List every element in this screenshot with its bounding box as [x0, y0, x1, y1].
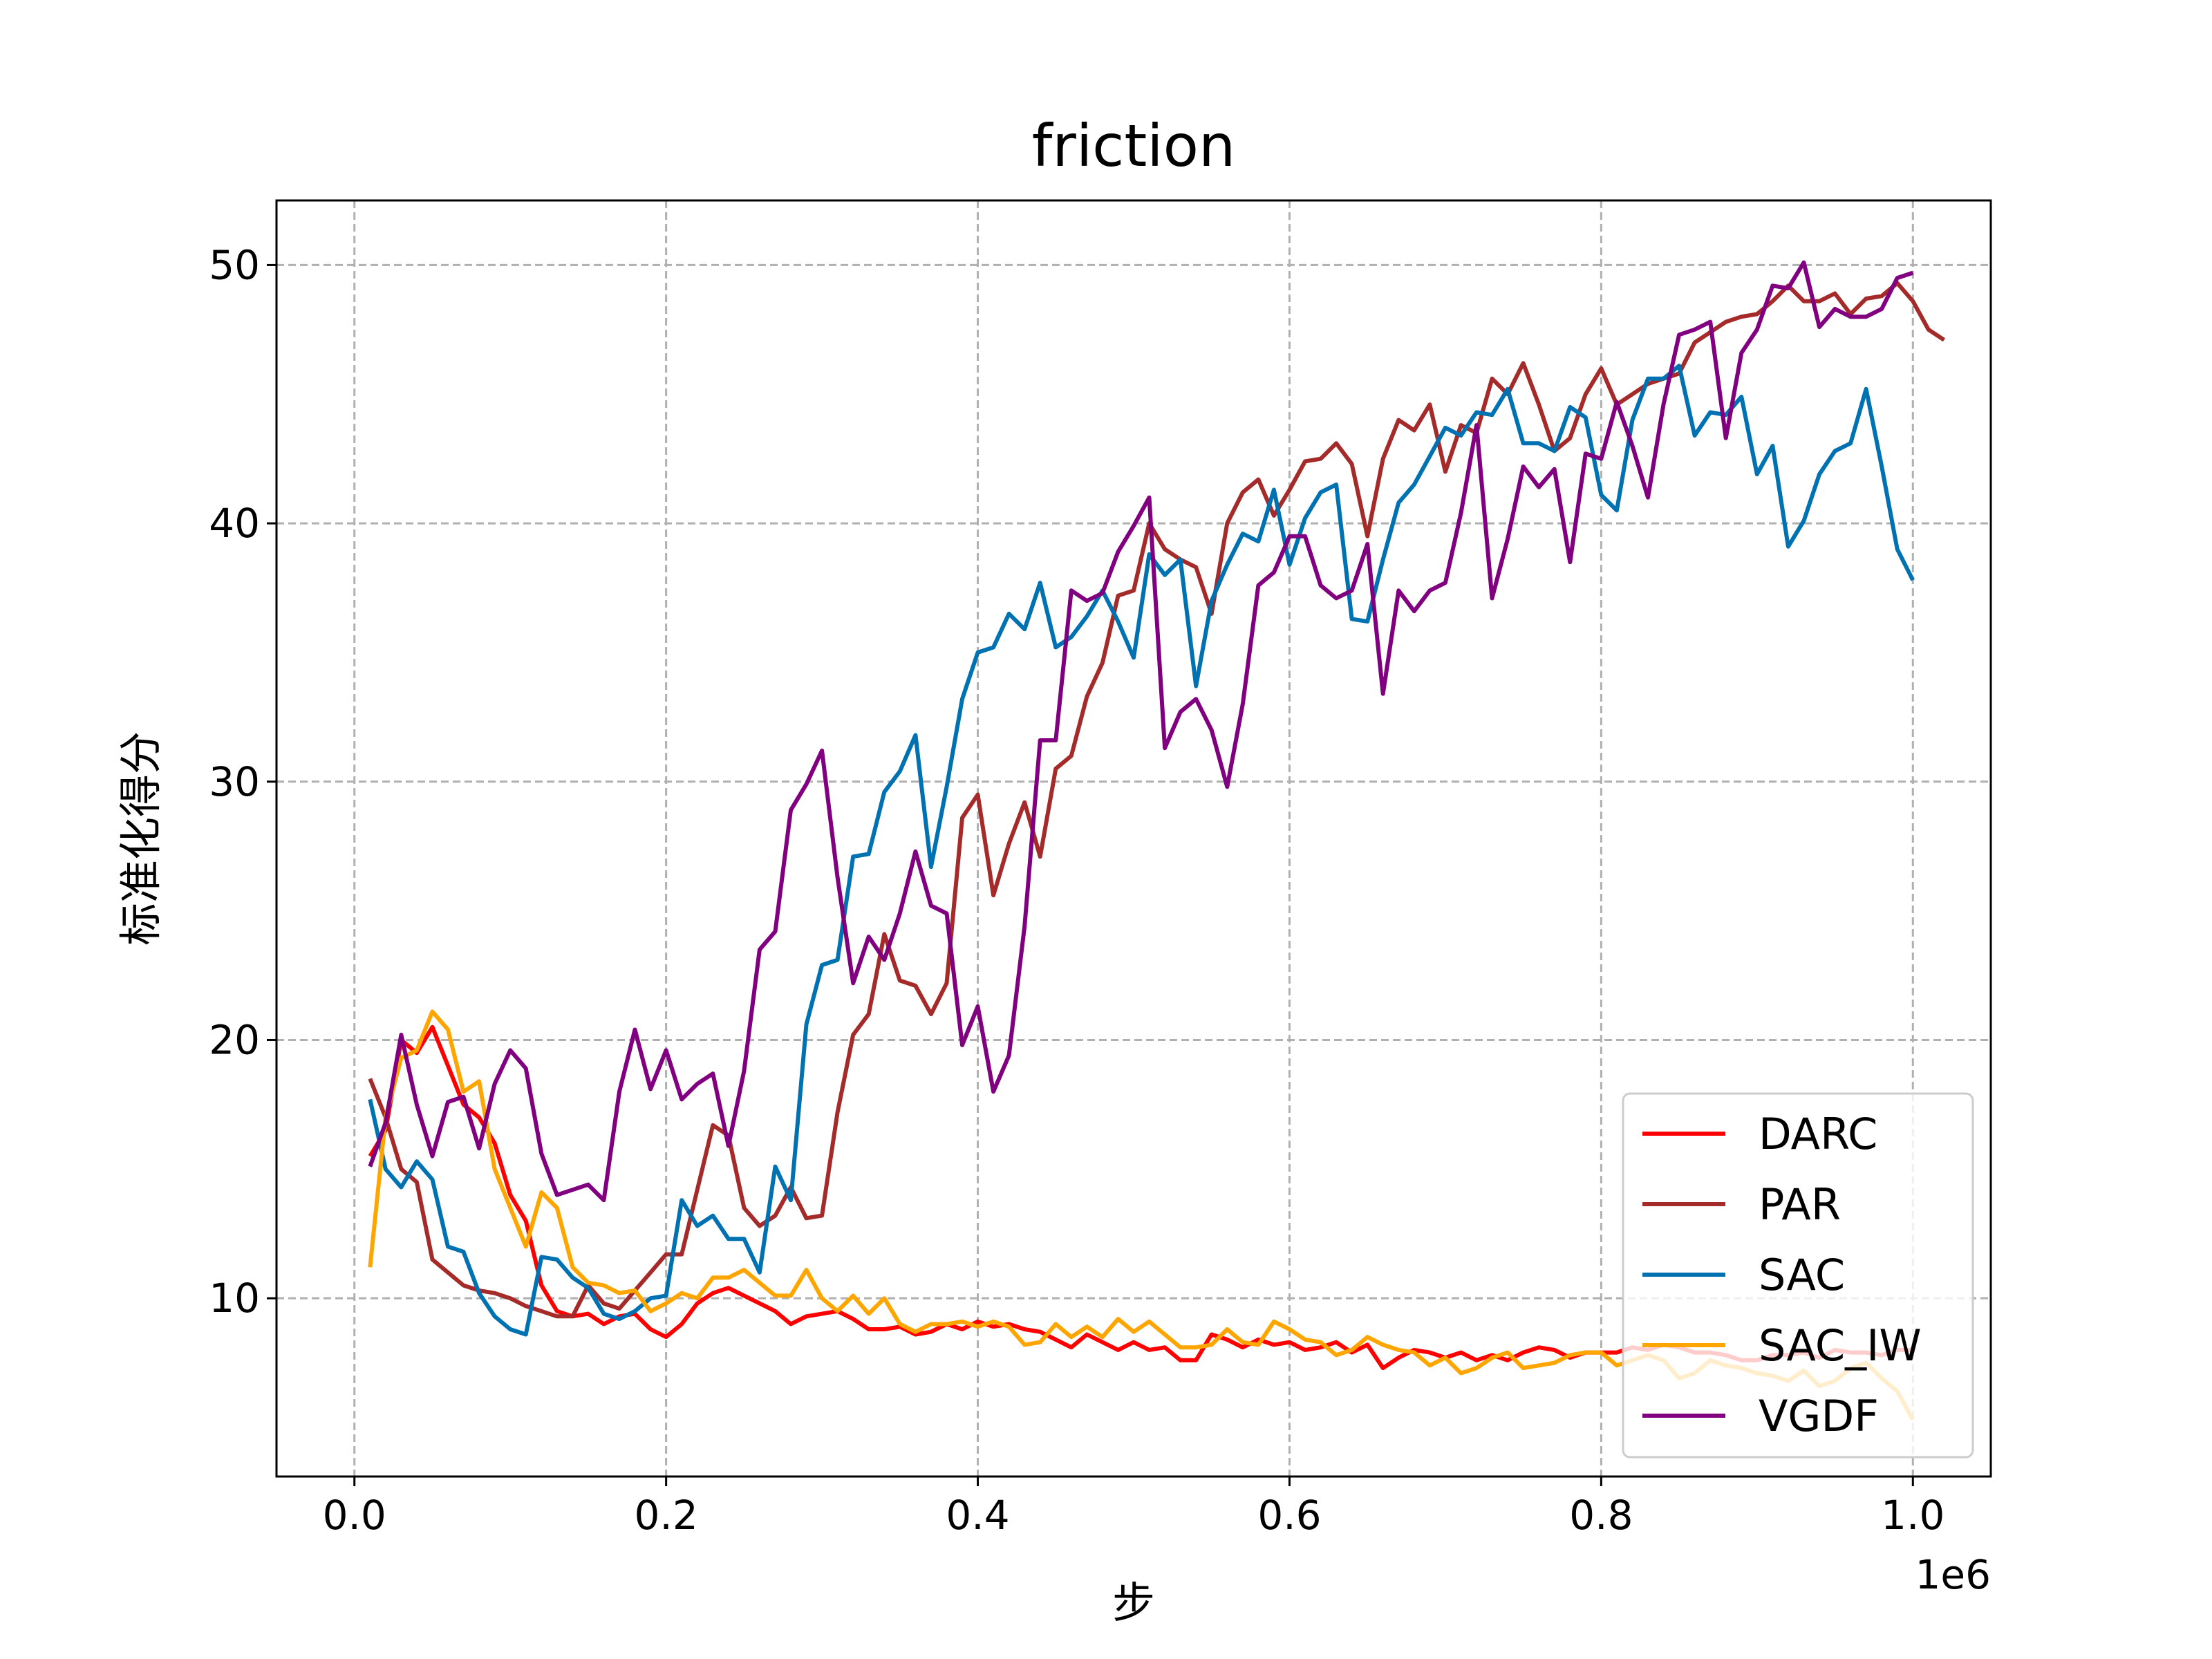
legend-label: PAR	[1759, 1179, 1841, 1230]
legend-label: DARC	[1759, 1109, 1877, 1159]
x-tick-label: 0.6	[1257, 1492, 1321, 1539]
x-tick-label: 0.4	[946, 1492, 1009, 1539]
x-tick-label: 0.2	[635, 1492, 698, 1539]
plot-frame	[275, 199, 1992, 1478]
y-tick-label: 30	[209, 758, 260, 805]
ticks: 0.0 0.2 0.4 0.6 0.8 1.0 10 20 30 40 50	[209, 241, 1944, 1539]
chart-title: friction	[1032, 112, 1236, 180]
legend-label: SAC_IW	[1759, 1320, 1922, 1371]
series-line-vgdf	[368, 260, 1914, 1203]
x-offset-label: 1e6	[1915, 1551, 1991, 1598]
legend: DARC PAR SAC SAC_IW VGDF	[1622, 1092, 1974, 1459]
series-line-sac	[368, 364, 1915, 1337]
x-tick-label: 0.0	[323, 1492, 386, 1539]
legend-box	[1622, 1092, 1974, 1459]
x-tick-label: 0.8	[1569, 1492, 1633, 1539]
y-tick-label: 10	[209, 1275, 260, 1322]
x-axis-label: 步	[1112, 1577, 1155, 1628]
y-tick-label: 20	[209, 1016, 260, 1063]
legend-label: VGDF	[1759, 1391, 1879, 1441]
legend-label: SAC	[1759, 1250, 1845, 1300]
x-tick-label: 1.0	[1881, 1492, 1944, 1539]
y-axis-label: 标准化得分	[115, 731, 166, 946]
y-tick-label: 50	[209, 241, 260, 288]
y-tick-label: 40	[209, 500, 260, 547]
grid	[276, 200, 1991, 1477]
